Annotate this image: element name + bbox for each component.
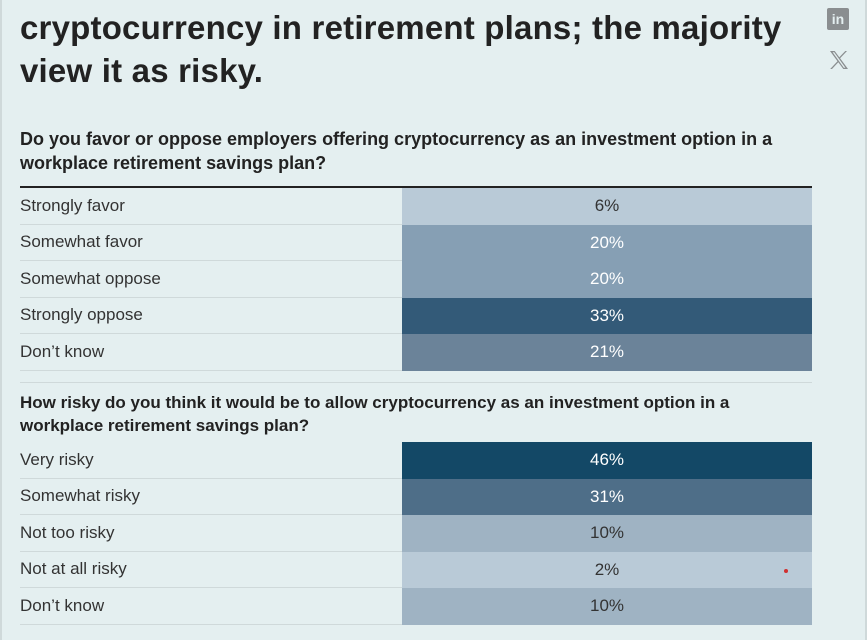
table-row: Don’t know 21%	[20, 334, 812, 371]
row-label: Not at all risky	[20, 552, 402, 588]
linkedin-icon[interactable]: in	[827, 8, 849, 30]
section-divider	[20, 382, 812, 383]
row-label: Strongly oppose	[20, 298, 402, 334]
row-value: 46%	[402, 442, 812, 479]
row-label: Don’t know	[20, 588, 402, 625]
table-favor-oppose: Strongly favor 6% Somewhat favor 20% Som…	[20, 186, 812, 371]
row-label: Not too risky	[20, 515, 402, 552]
table-row: Somewhat favor 20%	[20, 224, 812, 261]
row-value: 21%	[402, 334, 812, 371]
table-row: Somewhat oppose 20%	[20, 261, 812, 298]
row-value: 10%	[402, 515, 812, 552]
x-icon[interactable]	[827, 48, 851, 72]
table-risk: Very risky 46% Somewhat risky 31% Not to…	[20, 442, 812, 625]
row-label: Somewhat favor	[20, 225, 402, 261]
row-value: 6%	[402, 188, 812, 225]
headline: cryptocurrency in retirement plans; the …	[20, 9, 782, 89]
row-label: Don’t know	[20, 334, 402, 371]
row-value: 20%	[402, 261, 812, 298]
table-row: Don’t know 10%	[20, 588, 812, 625]
table-row: Somewhat risky 31%	[20, 478, 812, 515]
row-label: Somewhat risky	[20, 479, 402, 515]
question-1: Do you favor or oppose employers offerin…	[20, 129, 773, 173]
row-value: 10%	[402, 588, 812, 625]
table-row: Not at all risky 2%	[20, 551, 812, 588]
row-value: 33%	[402, 297, 812, 334]
table-row: Strongly oppose 33%	[20, 297, 812, 334]
row-label: Strongly favor	[20, 188, 402, 225]
row-label: Very risky	[20, 442, 402, 479]
row-value: 31%	[402, 478, 812, 515]
row-value: 20%	[402, 224, 812, 261]
cursor-dot	[784, 569, 788, 573]
table-row: Strongly favor 6%	[20, 188, 812, 225]
table-row: Not too risky 10%	[20, 515, 812, 552]
row-value: 2%	[402, 551, 812, 588]
question-2: How risky do you think it would be to al…	[20, 393, 730, 435]
table-row: Very risky 46%	[20, 442, 812, 479]
share-buttons: in	[827, 8, 851, 77]
row-label: Somewhat oppose	[20, 261, 402, 298]
